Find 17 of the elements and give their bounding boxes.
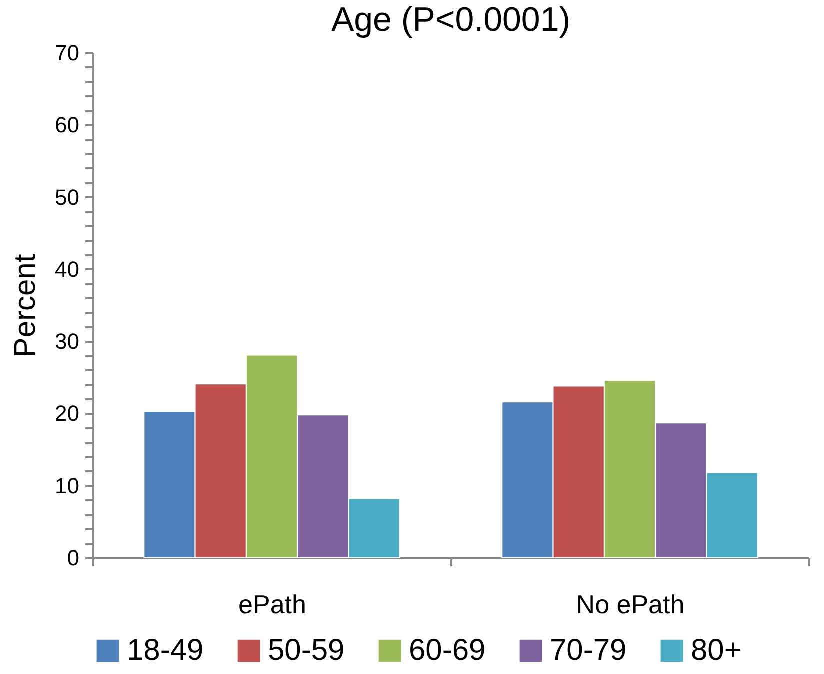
y-tick-label: 20 xyxy=(55,401,80,426)
legend-label: 80+ xyxy=(691,634,742,667)
legend-label: 70-79 xyxy=(550,634,627,667)
chart-title: Age (P<0.0001) xyxy=(331,1,571,39)
y-tick-label: 0 xyxy=(67,546,80,570)
legend-label: 50-59 xyxy=(268,634,345,667)
x-tick-label: No ePath xyxy=(576,590,685,620)
legend-label: 60-69 xyxy=(409,634,486,667)
legend-label: 18-49 xyxy=(127,634,204,667)
x-tick-label: ePath xyxy=(238,590,306,620)
y-tick-label: 50 xyxy=(55,184,80,210)
y-tick-label: 40 xyxy=(55,256,80,282)
y-tick-label: 70 xyxy=(55,40,80,66)
y-tick-label: 10 xyxy=(55,473,80,498)
y-tick-label: 60 xyxy=(55,112,80,138)
y-axis-title: Percent xyxy=(9,254,42,358)
y-tick-label: 30 xyxy=(55,329,80,354)
